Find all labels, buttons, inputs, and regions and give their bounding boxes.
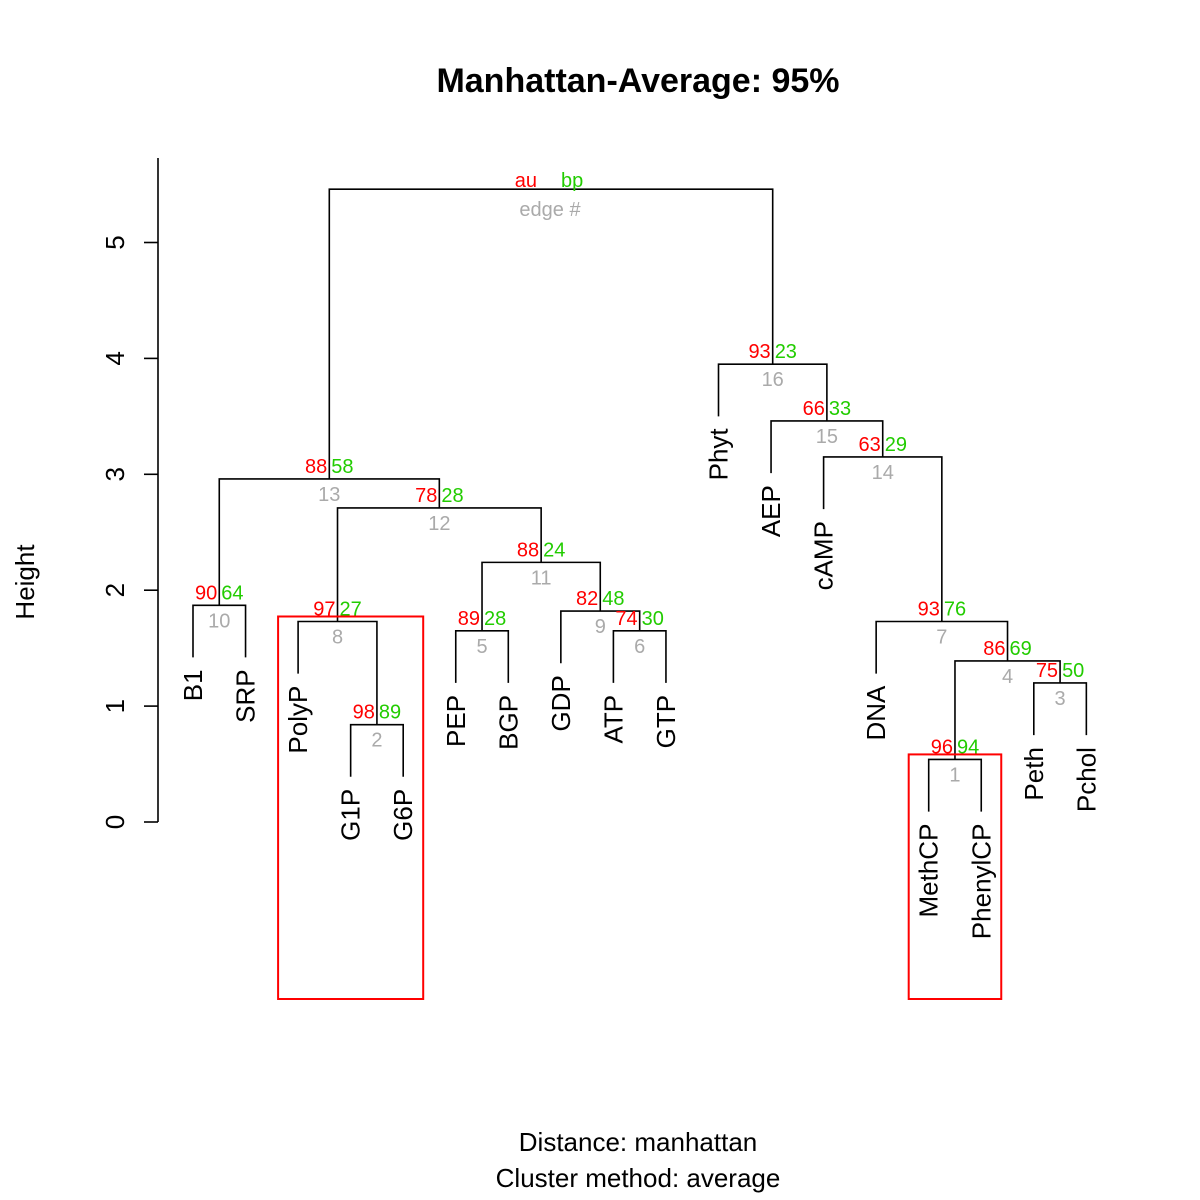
leaf-label: GDP <box>546 675 576 731</box>
leaf-label: MethCP <box>914 824 944 918</box>
edge-number: 7 <box>936 626 947 648</box>
au-value: 66 <box>803 398 825 420</box>
edge-number: 8 <box>332 626 343 648</box>
leaf-label: Phyt <box>704 428 734 481</box>
leaf-label: B1 <box>178 669 208 701</box>
bp-value: 33 <box>829 398 851 420</box>
edge-number: 11 <box>531 567 552 589</box>
au-value: 78 <box>415 485 437 507</box>
leaf-label: G1P <box>336 789 366 841</box>
cluster-highlight-rect <box>277 615 425 1000</box>
au-value: 82 <box>576 588 598 610</box>
y-tick-label: 5 <box>100 235 130 249</box>
bp-value: 64 <box>221 582 243 604</box>
edge-number: 2 <box>371 730 382 752</box>
au-value: 63 <box>858 434 880 456</box>
au-value: 89 <box>458 608 480 630</box>
edge-number: 16 <box>762 369 784 391</box>
leaf-label: DNA <box>861 685 891 741</box>
leaf-label: AEP <box>756 485 786 537</box>
bp-value: 28 <box>484 608 506 630</box>
edge-number: 3 <box>1055 688 1066 710</box>
bp-value: 30 <box>642 608 664 630</box>
edge-number: 10 <box>208 610 230 632</box>
au-value: 97 <box>313 598 335 620</box>
dendrogram-branch <box>328 188 774 479</box>
leaf-label: SRP <box>231 669 261 722</box>
y-tick-label: 4 <box>100 351 130 365</box>
y-tick-label: 1 <box>100 699 130 713</box>
au-value: 93 <box>748 341 770 363</box>
au-value: 88 <box>517 539 539 561</box>
legend-au: au <box>515 170 537 192</box>
au-value: 86 <box>983 638 1005 660</box>
bp-value: 94 <box>957 736 979 758</box>
leaf-label: BGP <box>493 695 523 750</box>
y-axis-label: Height <box>10 544 40 620</box>
leaf-label: cAMP <box>809 521 839 590</box>
leaf-label: PhenylCP <box>966 824 996 940</box>
leaf-labels: B1 SRP PolyP G1P G6P PEP BGP GDP ATP GTP Phyt AEP cA… <box>178 428 1101 940</box>
subtitle-method: Cluster method: average <box>496 1163 781 1193</box>
highlight-rectangles <box>277 615 1003 1000</box>
bp-value: 58 <box>331 456 353 478</box>
au-value: 96 <box>931 736 953 758</box>
leaf-label: PEP <box>441 695 471 747</box>
edge-number: 1 <box>949 764 960 786</box>
y-tick-label: 3 <box>100 467 130 481</box>
leaf-label: G6P <box>388 789 418 841</box>
bp-value: 48 <box>602 588 624 610</box>
leaf-label: Pchol <box>1071 747 1101 812</box>
edge-number: 5 <box>476 636 487 658</box>
y-tick-label: 0 <box>100 815 130 829</box>
y-tick-label: 2 <box>100 583 130 597</box>
edge-number: 4 <box>1002 666 1013 688</box>
legend-edge: edge # <box>519 199 581 221</box>
edge-number: 6 <box>634 636 645 658</box>
edge-number: 14 <box>872 462 894 484</box>
leaf-label: Peth <box>1019 747 1049 801</box>
bp-value: 29 <box>885 434 907 456</box>
y-axis: 0 1 2 3 4 5 <box>100 158 159 829</box>
leaf-label: ATP <box>598 695 628 744</box>
dendrogram-branches <box>192 188 1088 812</box>
au-value: 75 <box>1036 660 1058 682</box>
bp-value: 28 <box>441 485 463 507</box>
leaf-label: GTP <box>651 695 681 748</box>
bp-value: 23 <box>775 341 797 363</box>
bp-value: 76 <box>944 598 966 620</box>
leaf-label: PolyP <box>283 686 313 754</box>
cluster-highlight-rect <box>907 753 1003 1000</box>
legend-bp: bp <box>561 170 583 192</box>
bp-value: 50 <box>1062 660 1084 682</box>
bp-value: 89 <box>379 702 401 724</box>
bp-value: 27 <box>340 598 362 620</box>
bp-value: 24 <box>543 539 565 561</box>
edge-number: 12 <box>428 513 450 535</box>
subtitle-distance: Distance: manhattan <box>519 1127 757 1157</box>
au-value: 93 <box>918 598 940 620</box>
edge-number: 13 <box>318 484 340 506</box>
au-value: 90 <box>195 582 217 604</box>
bp-value: 69 <box>1010 638 1032 660</box>
chart-title: Manhattan-Average: 95% <box>436 62 839 100</box>
value-legend: au bp edge # <box>515 170 584 221</box>
au-value: 74 <box>615 608 637 630</box>
au-value: 88 <box>305 456 327 478</box>
au-value: 98 <box>353 702 375 724</box>
edge-number: 15 <box>816 426 838 448</box>
edge-number: 9 <box>595 616 606 638</box>
